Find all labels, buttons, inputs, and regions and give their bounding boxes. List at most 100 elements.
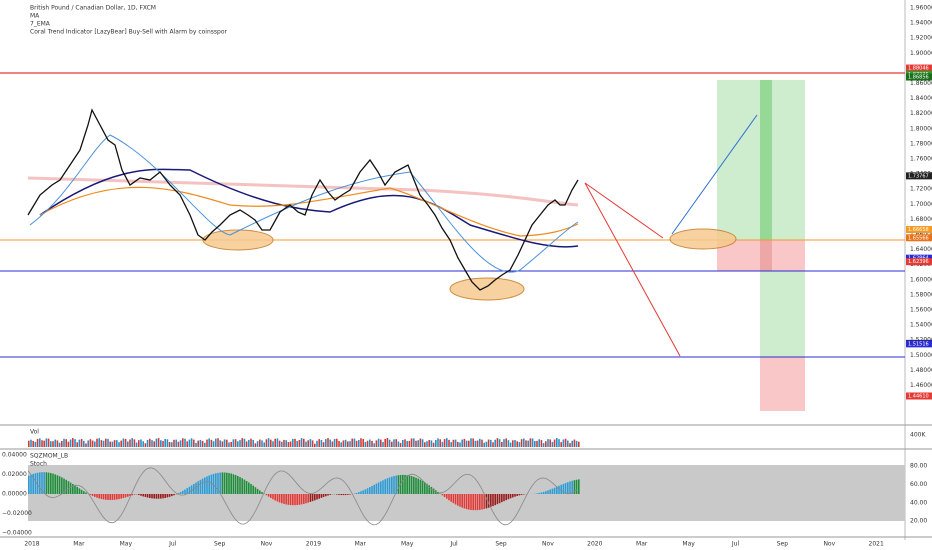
volume-bar — [468, 440, 470, 447]
momentum-bar — [197, 481, 199, 494]
volume-bar — [276, 438, 279, 447]
volume-bar — [490, 439, 492, 447]
volume-bar — [131, 438, 133, 447]
osc-axis-label: −0.02000 — [2, 510, 32, 517]
time-label: 2021 — [869, 541, 884, 548]
momentum-bar — [261, 492, 263, 494]
volume-bar — [578, 441, 580, 447]
momentum-bar — [98, 494, 100, 499]
volume-bar — [109, 441, 111, 447]
momentum-bar — [127, 494, 129, 497]
support-ellipse — [449, 277, 525, 301]
momentum-bar — [232, 474, 235, 494]
volume-bar — [164, 438, 166, 447]
volume-bar — [402, 439, 404, 447]
volume-bar — [575, 440, 578, 447]
volume-bar — [166, 439, 169, 447]
momentum-bar — [371, 485, 373, 494]
momentum-bar — [91, 494, 94, 496]
volume-bar — [72, 438, 74, 447]
momentum-bar — [94, 494, 96, 497]
momentum-bar — [157, 494, 160, 499]
volume-bar — [250, 438, 252, 447]
momentum-bar — [446, 494, 448, 499]
momentum-bar — [72, 484, 74, 494]
momentum-bar — [492, 494, 494, 507]
momentum-bar — [142, 494, 144, 497]
momentum-bar — [230, 473, 232, 494]
volume-bar — [34, 441, 37, 447]
osc-axis-label: 80.00 — [910, 463, 927, 470]
momentum-bar — [485, 494, 488, 509]
volume-bar — [248, 439, 250, 447]
stop-zone — [760, 357, 805, 411]
momentum-bar — [498, 494, 501, 504]
price-tag — [906, 392, 932, 400]
volume-bar — [382, 441, 384, 447]
momentum-bar — [30, 474, 32, 494]
momentum-bar — [573, 480, 576, 494]
volume-bar — [325, 439, 327, 447]
momentum-bar — [404, 474, 406, 494]
price-label: 1.86000 — [910, 80, 932, 87]
time-label: Mar — [73, 541, 85, 548]
volume-bar — [124, 438, 127, 447]
arrow — [584, 182, 664, 239]
momentum-bar — [100, 494, 103, 499]
momentum-bar — [505, 494, 507, 501]
momentum-bar — [536, 493, 538, 494]
volume-bar — [78, 439, 81, 447]
momentum-bar — [223, 472, 226, 494]
volume-bar — [228, 442, 230, 447]
volume-bar — [65, 439, 67, 447]
volume-bar — [285, 440, 287, 447]
support-ellipse — [669, 228, 737, 250]
momentum-bar — [507, 494, 510, 500]
momentum-bar — [283, 494, 285, 504]
volume-bar — [505, 438, 507, 447]
momentum-bar — [259, 490, 261, 494]
volume-bar — [492, 442, 494, 447]
osc-axis-label: 0.02000 — [2, 471, 27, 478]
volume-bar — [47, 438, 50, 447]
momentum-bar — [186, 488, 188, 494]
volume-bar — [454, 439, 457, 447]
momentum-bar — [245, 480, 248, 494]
momentum-bar — [199, 479, 202, 494]
momentum-bar — [195, 482, 197, 494]
pane-label: Vol — [30, 429, 39, 436]
time-label: May — [401, 541, 414, 548]
volume-bar — [296, 441, 298, 447]
momentum-bar — [564, 483, 567, 494]
volume-bar — [226, 439, 228, 447]
volume-bar — [371, 440, 373, 447]
volume-bar — [173, 439, 175, 447]
volume-bar — [375, 440, 378, 447]
volume-bar — [314, 443, 316, 447]
momentum-bar — [450, 494, 452, 502]
momentum-bar — [118, 494, 120, 500]
time-label: May — [120, 541, 133, 548]
momentum-bar — [362, 490, 364, 494]
volume-bar — [336, 438, 338, 447]
momentum-bar — [219, 472, 221, 494]
momentum-bar — [124, 494, 127, 498]
target-zone — [760, 271, 805, 357]
volume-bar — [219, 440, 221, 447]
momentum-bar — [472, 494, 474, 511]
momentum-bar — [76, 486, 78, 494]
momentum-bar — [131, 494, 133, 496]
momentum-bar — [514, 494, 516, 497]
volume-bar — [540, 440, 543, 447]
momentum-bar — [336, 494, 338, 495]
volume-bar — [430, 440, 433, 447]
volume-bar — [151, 440, 153, 447]
volume-bar — [525, 440, 527, 447]
volume-bar — [366, 440, 369, 447]
volume-bar — [94, 441, 96, 447]
volume-bar — [459, 442, 461, 447]
volume-bar — [87, 440, 89, 447]
momentum-bar — [483, 494, 485, 510]
volume-bar — [344, 439, 347, 447]
volume-bar — [523, 438, 525, 447]
